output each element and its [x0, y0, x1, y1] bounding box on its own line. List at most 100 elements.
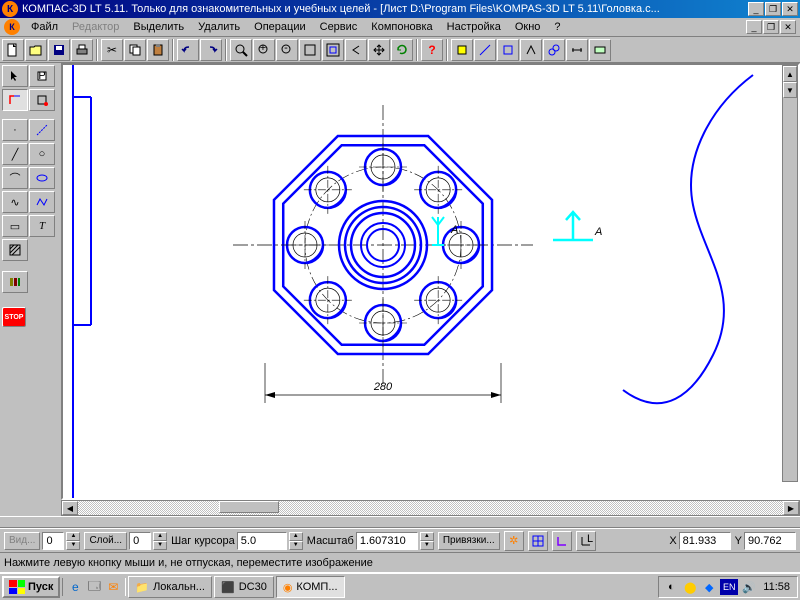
view-down[interactable]: ▼ — [66, 541, 80, 550]
scroll-left-button[interactable]: ◀ — [62, 501, 78, 515]
minimize-button[interactable]: _ — [748, 2, 764, 16]
layer-down[interactable]: ▼ — [153, 541, 167, 550]
zoom-out-button[interactable]: - — [276, 39, 298, 61]
scroll-down-button[interactable]: ▼ — [783, 82, 797, 98]
menu-select[interactable]: Выделить — [126, 19, 191, 35]
tool-ellipse[interactable] — [29, 167, 55, 189]
tray-icon-2[interactable]: ⬤ — [682, 579, 698, 595]
zoom-in-button[interactable]: + — [253, 39, 275, 61]
view-up[interactable]: ▲ — [66, 532, 80, 541]
tool-hatch[interactable] — [2, 239, 28, 261]
zoom-window-button[interactable] — [230, 39, 252, 61]
zoom-all-button[interactable] — [322, 39, 344, 61]
sb-icon-coord[interactable]: L — [576, 531, 596, 551]
ql-desktop-icon[interactable]: 🗔 — [85, 578, 103, 596]
menu-window[interactable]: Окно — [508, 19, 548, 35]
hscroll-thumb[interactable] — [219, 501, 279, 513]
tool-btn-b[interactable] — [474, 39, 496, 61]
tool-rect[interactable]: ▭ — [2, 215, 28, 237]
tool-btn-g[interactable] — [589, 39, 611, 61]
copy-button[interactable] — [124, 39, 146, 61]
doc-close-button[interactable]: ✕ — [780, 20, 796, 34]
scroll-right-button[interactable]: ▶ — [783, 501, 799, 515]
sb-icon-ortho[interactable] — [552, 531, 572, 551]
layer-value[interactable]: 0 — [129, 532, 151, 550]
menu-settings[interactable]: Настройка — [440, 19, 508, 35]
scale-up[interactable]: ▲ — [420, 532, 434, 541]
scroll-up-button[interactable]: ▲ — [783, 66, 797, 82]
scale-input[interactable]: 1.607310 — [356, 532, 418, 550]
tool-circle[interactable]: ○ — [29, 143, 55, 165]
tray-lang[interactable]: EN — [720, 579, 738, 595]
pan-button[interactable] — [368, 39, 390, 61]
undo-button[interactable] — [177, 39, 199, 61]
tool-aux-line[interactable] — [29, 119, 55, 141]
tray-icon-1[interactable]: ◐ — [663, 579, 679, 595]
paste-button[interactable] — [147, 39, 169, 61]
tool-btn-e[interactable] — [543, 39, 565, 61]
stop-button[interactable]: STOP — [2, 307, 26, 327]
step-input[interactable]: 5.0 — [237, 532, 287, 550]
tool-arc[interactable]: ⌒ — [2, 167, 28, 189]
drawing-canvas[interactable]: 280АА ▲ ▼ — [61, 63, 800, 500]
layer-up[interactable]: ▲ — [153, 532, 167, 541]
zoom-prev-button[interactable] — [345, 39, 367, 61]
step-down[interactable]: ▼ — [289, 541, 303, 550]
menu-file[interactable]: Файл — [24, 19, 65, 35]
scale-down[interactable]: ▼ — [420, 541, 434, 550]
tool-text[interactable]: T — [29, 215, 55, 237]
task-local[interactable]: 📁Локальн... — [128, 576, 212, 598]
task-kompas[interactable]: ◉КОМП... — [276, 576, 345, 598]
sb-icon-grid[interactable] — [528, 531, 548, 551]
redraw-button[interactable] — [391, 39, 413, 61]
tray-icon-vol[interactable]: 🔊 — [741, 579, 757, 595]
tool-library[interactable] — [2, 271, 28, 293]
tool-btn-f[interactable] — [566, 39, 588, 61]
menu-operations[interactable]: Операции — [247, 19, 312, 35]
vertical-scrollbar[interactable]: ▲ ▼ — [782, 65, 798, 482]
maximize-button[interactable]: ❐ — [765, 2, 781, 16]
clock[interactable]: 11:58 — [760, 581, 793, 593]
system-tray: ◐ ⬤ ◆ EN 🔊 11:58 — [658, 576, 798, 598]
sb-icon-refresh[interactable]: ✲ — [504, 531, 524, 551]
snap-button[interactable]: Привязки... — [438, 532, 500, 550]
doc-minimize-button[interactable]: _ — [746, 20, 762, 34]
print-button[interactable] — [71, 39, 93, 61]
ql-ie-icon[interactable]: e — [66, 578, 84, 596]
layer-button[interactable]: Слой... — [84, 532, 127, 550]
menu-service[interactable]: Сервис — [313, 19, 365, 35]
tool-cursor[interactable] — [2, 65, 28, 87]
new-button[interactable] — [2, 39, 24, 61]
redo-button[interactable] — [200, 39, 222, 61]
menu-editor[interactable]: Редактор — [65, 19, 126, 35]
horizontal-scrollbar[interactable]: ◀ ▶ — [61, 500, 800, 516]
save-button[interactable] — [48, 39, 70, 61]
menu-layout[interactable]: Компоновка — [364, 19, 439, 35]
start-button[interactable]: Пуск — [2, 576, 60, 598]
tool-print[interactable]: P — [29, 65, 55, 87]
tool-polyline[interactable] — [29, 191, 55, 213]
tool-point[interactable]: · — [2, 119, 28, 141]
open-button[interactable] — [25, 39, 47, 61]
step-up[interactable]: ▲ — [289, 532, 303, 541]
tool-view[interactable] — [2, 89, 28, 111]
menu-delete[interactable]: Удалить — [191, 19, 247, 35]
help-button[interactable]: ? — [421, 39, 443, 61]
zoom-fit-button[interactable] — [299, 39, 321, 61]
tool-spline[interactable]: ∿ — [2, 191, 28, 213]
view-button[interactable]: Вид... — [4, 532, 40, 550]
tray-icon-3[interactable]: ◆ — [701, 579, 717, 595]
view-value[interactable]: 0 — [42, 532, 64, 550]
task-dc30[interactable]: ⬛DC30 — [214, 576, 274, 598]
tool-snap[interactable] — [29, 89, 55, 111]
tool-btn-a[interactable] — [451, 39, 473, 61]
menu-help[interactable]: ? — [547, 19, 567, 35]
tool-line[interactable]: ╱ — [2, 143, 28, 165]
tool-btn-d[interactable] — [520, 39, 542, 61]
cut-button[interactable]: ✂ — [101, 39, 123, 61]
tool-btn-c[interactable] — [497, 39, 519, 61]
doc-restore-button[interactable]: ❐ — [763, 20, 779, 34]
ql-outlook-icon[interactable]: ✉ — [104, 578, 122, 596]
close-button[interactable]: ✕ — [782, 2, 798, 16]
scale-label: Масштаб — [307, 535, 354, 547]
